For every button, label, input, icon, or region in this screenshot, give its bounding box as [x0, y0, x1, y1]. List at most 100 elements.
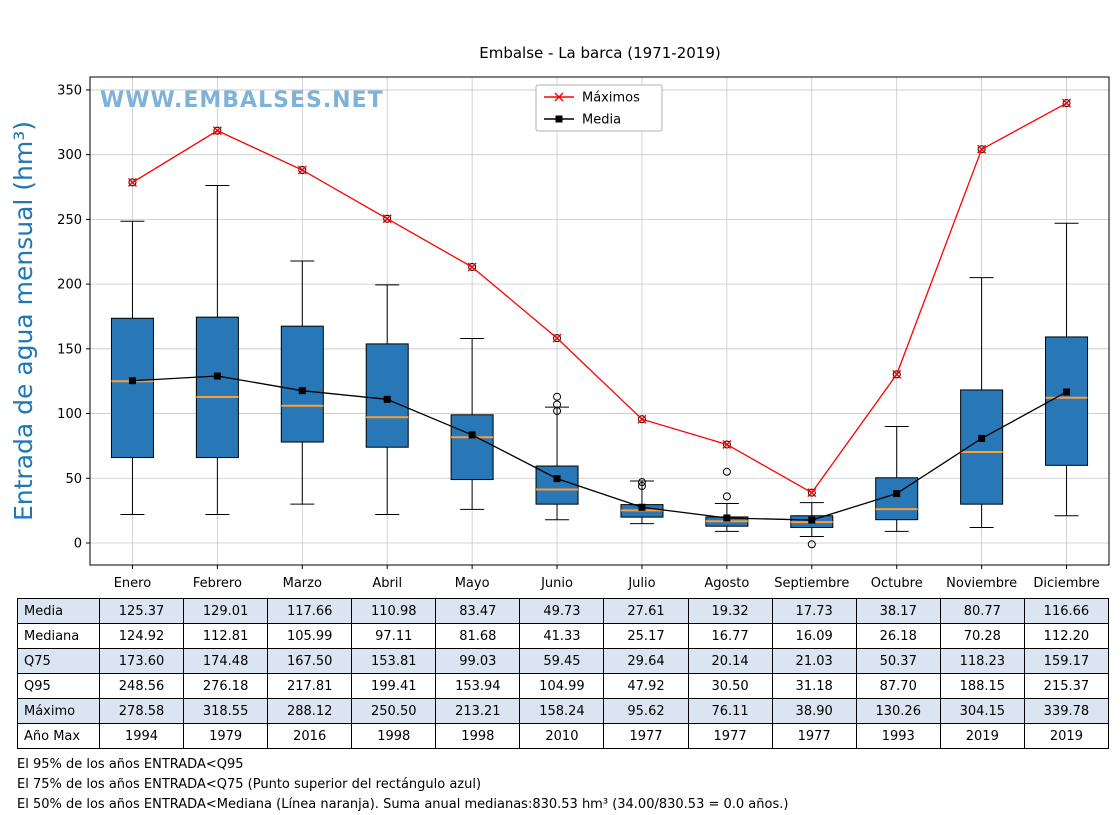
table-cell: 1977 — [687, 723, 773, 749]
x-marker — [382, 214, 392, 224]
table-row: Máximo 278.58 318.55 288.12 250.50 213.21 158.… — [17, 698, 1110, 724]
table-cell: 124.92 — [98, 623, 185, 649]
outlier-point — [637, 478, 646, 487]
table-cell: 248.56 — [98, 673, 185, 699]
stats-table-body: Media 125.37 129.01 117.66 110.98 83.47 49.73 2… — [17, 598, 1110, 749]
x-tick-label: Septiembre — [774, 576, 849, 591]
table-row: Mediana 124.92 112.81 105.99 97.11 81.68 41.33… — [17, 623, 1110, 649]
table-cell: 215.37 — [1023, 673, 1110, 699]
table-cell: 116.66 — [1023, 598, 1110, 624]
table-cell: 38.17 — [855, 598, 941, 624]
table-cell: 31.18 — [771, 673, 857, 699]
x-marker — [127, 177, 137, 187]
watermark: WWW.EMBALSES.NET — [100, 88, 384, 113]
footnote: El 95% de los años ENTRADA<Q95 — [17, 757, 244, 772]
outlier-point — [553, 406, 562, 415]
table-cell: 76.11 — [687, 698, 773, 724]
table-cell: 38.90 — [771, 698, 857, 724]
table-cell: 1977 — [771, 723, 857, 749]
outlier-point — [637, 415, 646, 424]
box — [365, 343, 409, 448]
x-marker — [297, 165, 307, 175]
table-cell: 125.37 — [98, 598, 185, 624]
table-cell: 2016 — [267, 723, 353, 749]
x-marker — [637, 414, 647, 424]
legend-square-marker — [555, 115, 563, 123]
x-tick-label: Julio — [627, 576, 655, 591]
y-tick-label: 200 — [57, 278, 82, 293]
table-cell: 87.70 — [855, 673, 941, 699]
stats-table: Media 125.37 129.01 117.66 110.98 83.47 49.73 2… — [17, 598, 1110, 749]
outlier-point — [722, 440, 731, 449]
table-cell: 17.73 — [771, 598, 857, 624]
table-cell: 1979 — [183, 723, 269, 749]
table-cell: 41.33 — [519, 623, 605, 649]
table-row: Q75 173.60 174.48 167.50 153.81 99.03 59.45 29.… — [17, 648, 1110, 674]
table-row: Año Max 1994 1979 2016 1998 1998 2010 1977 1977 1… — [17, 723, 1110, 749]
y-tick-label: 150 — [57, 342, 82, 357]
square-marker — [808, 516, 816, 524]
x-tick-label: Mayo — [455, 576, 490, 591]
square-marker — [468, 431, 476, 439]
table-cell: 21.03 — [771, 648, 857, 674]
table-row: Media 125.37 129.01 117.66 110.98 83.47 49.73 2… — [17, 598, 1110, 624]
table-cell: 1998 — [435, 723, 521, 749]
y-tick-label: 50 — [65, 472, 82, 487]
square-marker — [723, 514, 731, 522]
table-cell: 49.73 — [519, 598, 605, 624]
table-cell: 288.12 — [267, 698, 353, 724]
row-header: Año Max — [17, 723, 100, 749]
x-tick-label: Octubre — [871, 576, 923, 591]
plot-frame — [89, 76, 1110, 566]
row-header: Media — [17, 598, 100, 624]
chart: 0 50 100 150 200 250 300 350 Enero Febrero Marzo Ab… — [9, 44, 1110, 591]
table-cell: 1977 — [603, 723, 689, 749]
legend-label: Máximos — [582, 91, 640, 106]
square-marker — [638, 503, 646, 511]
table-cell: 167.50 — [267, 648, 353, 674]
table-cell: 318.55 — [183, 698, 269, 724]
table-cell: 118.23 — [939, 648, 1025, 674]
table-cell: 59.45 — [519, 648, 605, 674]
table-cell: 29.64 — [603, 648, 689, 674]
table-cell: 112.20 — [1023, 623, 1110, 649]
x-marker — [977, 144, 987, 154]
x-marker — [1062, 98, 1072, 108]
row-header: Máximo — [17, 698, 100, 724]
outlier-point — [807, 488, 816, 497]
y-axis-label: Entrada de agua mensual (hm³) — [9, 121, 38, 521]
x-tick-label: Marzo — [283, 576, 322, 591]
table-cell: 81.68 — [435, 623, 521, 649]
row-header: Q75 — [17, 648, 100, 674]
outlier-point — [468, 263, 477, 272]
table-cell: 1994 — [98, 723, 185, 749]
x-marker — [807, 488, 817, 498]
table-cell: 276.18 — [183, 673, 269, 699]
table-cell: 95.62 — [603, 698, 689, 724]
table-cell: 112.81 — [183, 623, 269, 649]
table-cell: 173.60 — [98, 648, 185, 674]
table-cell: 26.18 — [855, 623, 941, 649]
box — [195, 316, 239, 459]
table-cell: 129.01 — [183, 598, 269, 624]
x-tick-label: Febrero — [193, 576, 242, 591]
table-cell: 99.03 — [435, 648, 521, 674]
outlier-point — [298, 166, 307, 175]
x-tick-label: Noviembre — [946, 576, 1017, 591]
y-tick-label: 350 — [57, 83, 82, 98]
table-cell: 83.47 — [435, 598, 521, 624]
table-cell: 97.11 — [351, 623, 437, 649]
table-cell: 110.98 — [351, 598, 437, 624]
box — [960, 389, 1004, 505]
table-cell: 213.21 — [435, 698, 521, 724]
chart-title: Embalse - La barca (1971-2019) — [479, 44, 721, 62]
table-cell: 2019 — [939, 723, 1025, 749]
x-tick-label: Agosto — [704, 576, 749, 591]
outlier-point — [553, 334, 562, 343]
table-cell: 20.14 — [687, 648, 773, 674]
box — [1045, 336, 1089, 466]
x-tick-label: Abril — [372, 576, 402, 591]
outlier-point — [1062, 99, 1071, 108]
row-header: Q95 — [17, 673, 100, 699]
